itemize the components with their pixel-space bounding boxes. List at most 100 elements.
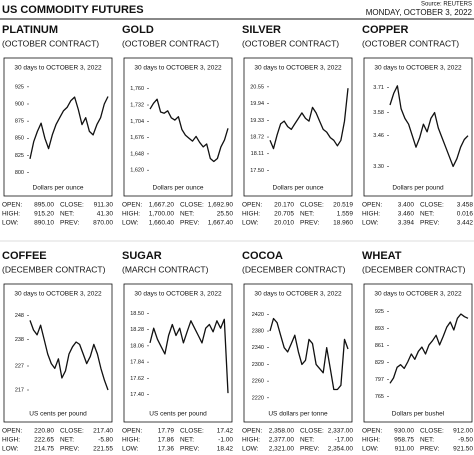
stat-label: OPEN:: [242, 428, 262, 435]
stat-value: 921.50: [453, 446, 473, 453]
caption: 30 days to OCTOBER 3, 2022: [134, 65, 222, 72]
stat-value: 3.458: [457, 202, 474, 209]
stat-value: -17.00: [335, 437, 354, 444]
y-tick-label: 1,732: [130, 102, 144, 108]
y-tick-label: 3.46: [373, 133, 384, 139]
y-tick-label: 1,704: [130, 119, 144, 125]
stat-value: 890.10: [34, 220, 54, 227]
y-tick-label: 850: [15, 136, 24, 142]
chart-box: [243, 283, 353, 423]
stat-label: OPEN:: [2, 202, 22, 209]
y-tick-label: 800: [15, 170, 24, 176]
stat-value: 3.394: [398, 220, 415, 227]
stat-label: CLOSE:: [300, 428, 324, 435]
y-tick-label: 18.28: [130, 327, 144, 333]
chart-box: [363, 57, 473, 197]
y-tick-label: 829: [375, 360, 384, 366]
stat-value: 18.960: [333, 220, 353, 227]
stat-label: NET:: [300, 437, 314, 444]
y-tick-label: 18.50: [130, 311, 144, 317]
stat-value: 1,667.20: [149, 202, 175, 209]
y-tick-label: 18.11: [251, 151, 264, 157]
stat-value: 2,354.00: [328, 446, 354, 453]
y-tick-label: 875: [15, 119, 24, 125]
stat-label: LOW:: [362, 446, 379, 453]
stat-value: 915.20: [34, 211, 54, 218]
stat-value: 20.519: [333, 202, 353, 209]
stat-label: OPEN:: [362, 202, 382, 209]
stat-value: 2,321.00: [269, 446, 295, 453]
stat-value: 1,660.40: [149, 220, 175, 227]
stat-label: PREV:: [180, 446, 199, 453]
price-line: [389, 313, 469, 384]
stat-label: NET:: [420, 211, 434, 218]
caption: 30 days to OCTOBER 3, 2022: [14, 65, 102, 72]
y-tick-label: 18.72: [250, 135, 264, 141]
y-tick-label: 3.71: [373, 85, 384, 91]
stat-value: 3.460: [398, 211, 415, 218]
stat-value: 1,700.00: [149, 211, 175, 218]
contract: (OCTOBER CONTRACT): [122, 38, 219, 48]
stat-label: NET:: [60, 437, 74, 444]
stat-label: HIGH:: [122, 211, 140, 218]
stat-value: 25.50: [217, 211, 234, 218]
price-line: [269, 317, 349, 391]
y-tick-label: 2380: [252, 328, 264, 334]
chart-box: [243, 57, 353, 197]
caption: 30 days to OCTOBER 3, 2022: [14, 291, 102, 298]
stat-label: HIGH:: [242, 211, 260, 218]
y-tick-label: 1,648: [130, 151, 144, 157]
stat-value: 1.559: [337, 211, 354, 218]
stat-label: HIGH:: [362, 437, 380, 444]
y-tick-label: 17.62: [130, 376, 144, 382]
commodity-name: GOLD: [122, 24, 154, 36]
commodity-name: SILVER: [242, 24, 281, 36]
caption: 30 days to OCTOBER 3, 2022: [134, 291, 222, 298]
y-tick-label: 1,760: [130, 86, 144, 92]
caption: 30 days to OCTOBER 3, 2022: [254, 65, 342, 72]
stat-value: 958.75: [394, 437, 414, 444]
source: Source: REUTERS: [421, 2, 472, 8]
stat-value: 3.400: [398, 202, 415, 209]
contract: (OCTOBER CONTRACT): [242, 38, 339, 48]
y-tick-label: 19.33: [250, 118, 264, 124]
stat-label: CLOSE:: [60, 428, 84, 435]
y-tick-label: 925: [15, 84, 24, 90]
contract: (DECEMBER CONTRACT): [2, 264, 106, 274]
unit-label: Dollars per pound: [392, 185, 444, 192]
y-tick-label: 2260: [252, 379, 264, 385]
unit-label: US cents per pound: [149, 411, 207, 418]
stat-label: CLOSE:: [420, 428, 444, 435]
price-line: [29, 96, 109, 160]
y-tick-label: 1,676: [130, 135, 144, 141]
stat-label: PREV:: [420, 220, 439, 227]
y-tick-label: 3.30: [373, 164, 384, 170]
y-tick-label: 17.84: [130, 360, 144, 366]
stat-label: OPEN:: [122, 202, 142, 209]
unit-label: Dollars per bushel: [392, 411, 445, 418]
stat-label: OPEN:: [2, 428, 22, 435]
stat-label: OPEN:: [122, 428, 142, 435]
commodity-name: COFFEE: [2, 250, 47, 262]
caption: 30 days to OCTOBER 3, 2022: [254, 291, 342, 298]
y-tick-label: 2300: [252, 362, 264, 368]
stat-value: 221.55: [93, 446, 113, 453]
stat-value: 17.86: [158, 437, 175, 444]
stat-value: -1.00: [218, 437, 233, 444]
y-tick-label: 765: [375, 394, 384, 400]
price-line: [149, 318, 229, 394]
stat-label: LOW:: [242, 446, 259, 453]
stat-value: 17.79: [158, 428, 175, 435]
stat-value: 17.36: [158, 446, 175, 453]
stat-value: 1,667.40: [208, 220, 234, 227]
y-tick-label: 900: [15, 101, 24, 107]
stat-label: LOW:: [2, 446, 19, 453]
date: MONDAY, OCTOBER 3, 2022: [366, 8, 473, 17]
stat-label: HIGH:: [2, 211, 20, 218]
caption: 30 days to OCTOBER 3, 2022: [374, 65, 462, 72]
stat-label: NET:: [180, 211, 194, 218]
stat-label: PREV:: [60, 220, 79, 227]
unit-label: Dollars per ounce: [273, 185, 324, 192]
unit-label: Dollars per ounce: [33, 185, 84, 192]
